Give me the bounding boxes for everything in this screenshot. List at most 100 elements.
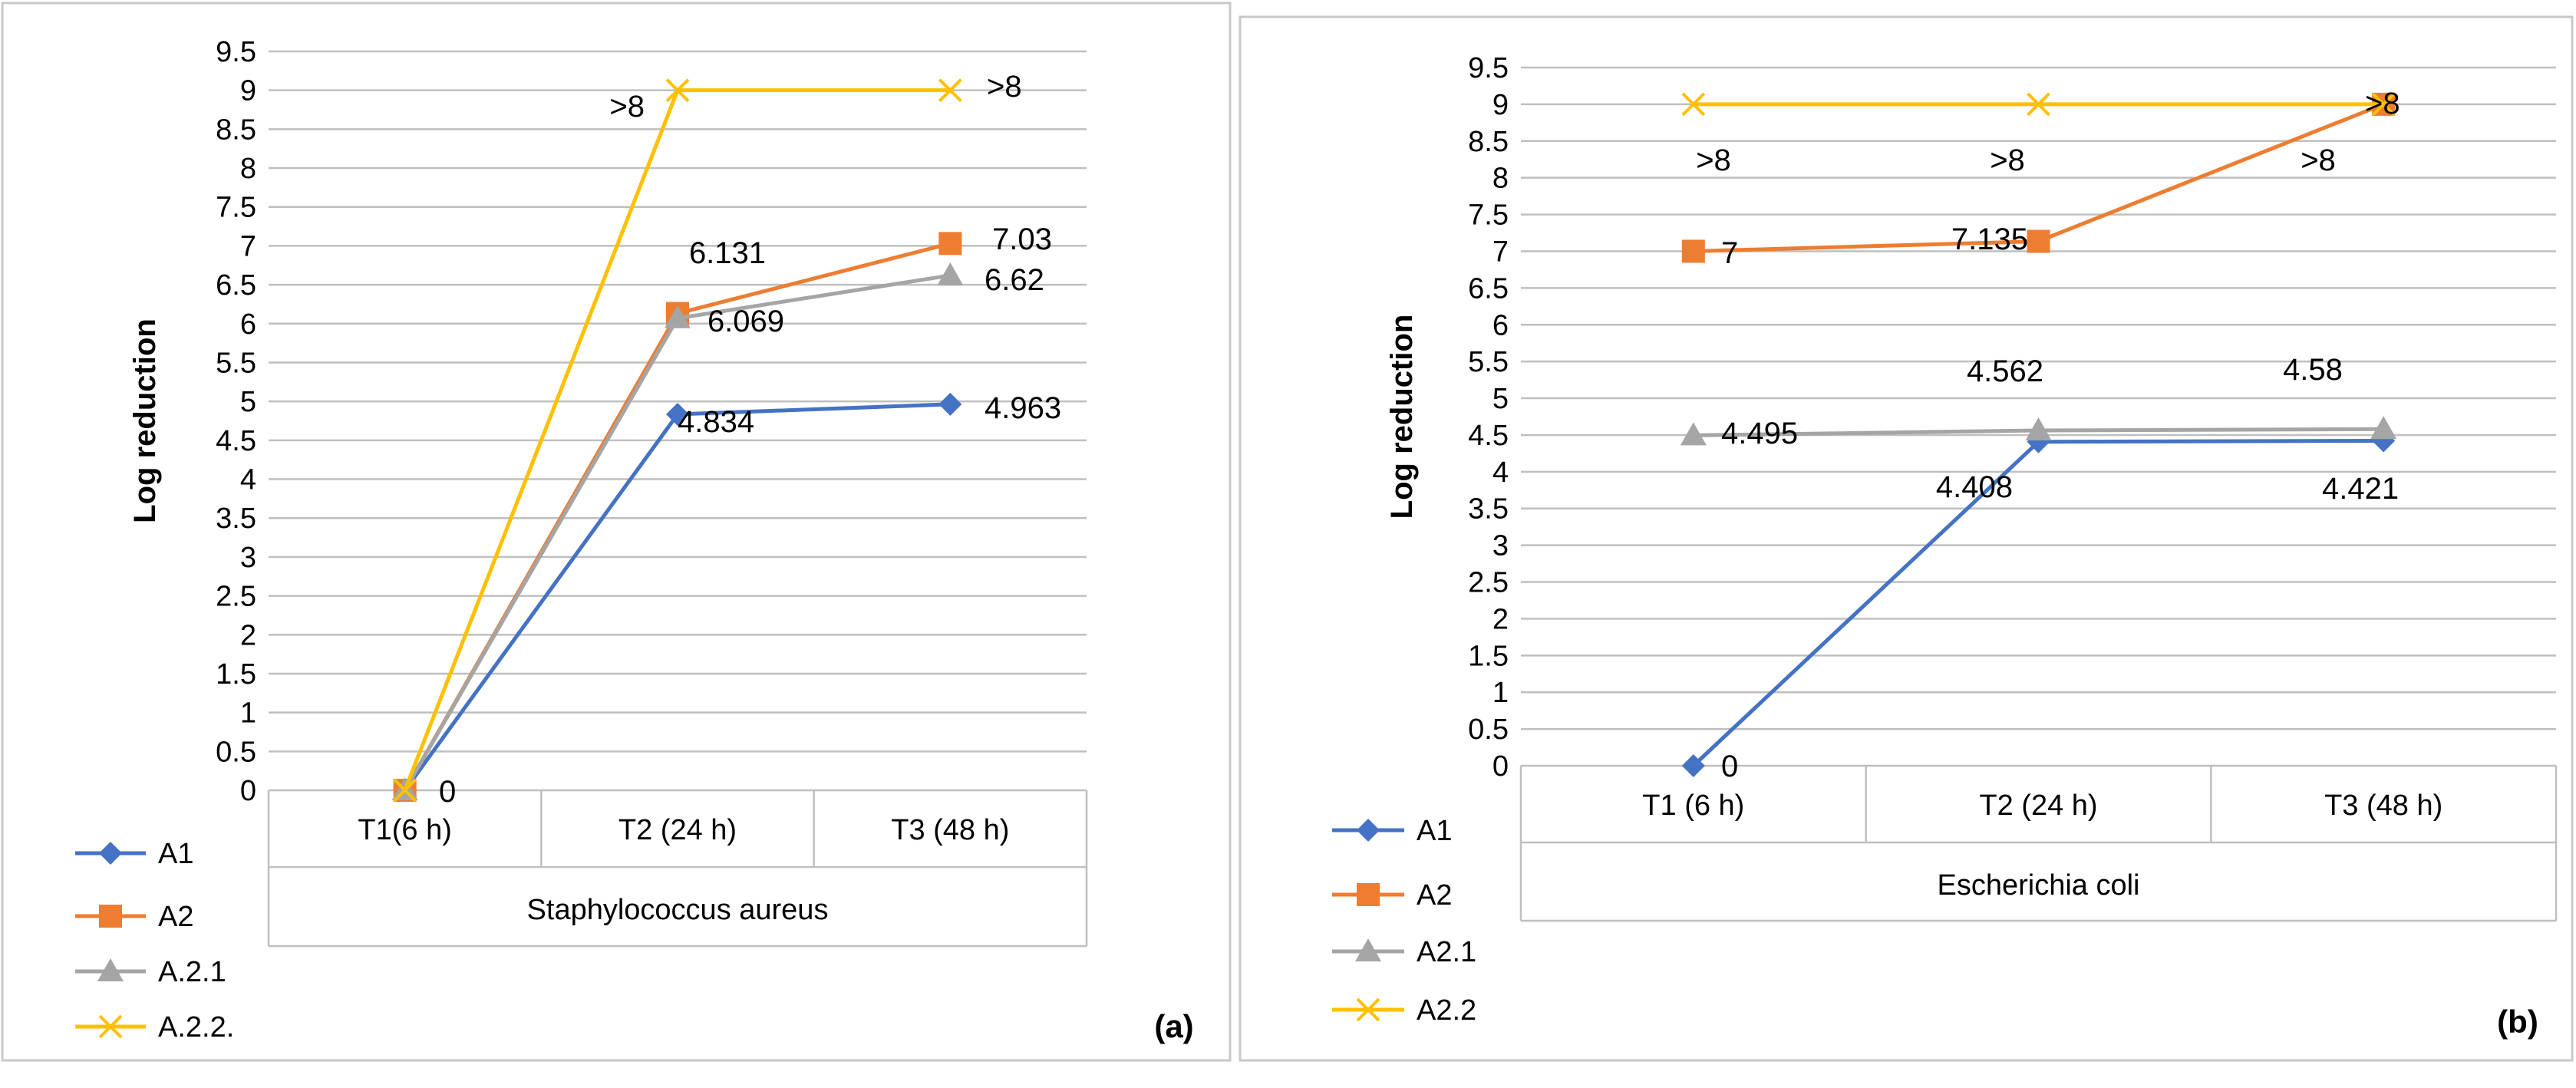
legend-label: A2.1: [1417, 936, 1476, 968]
y-tick-label: 7: [1492, 236, 1509, 268]
x-category-label: T3 (48 h): [891, 814, 1009, 846]
x-category-label: T1 (6 h): [1642, 790, 1744, 822]
data-label: >8: [987, 70, 1022, 104]
data-point-A2: [938, 232, 962, 256]
x-axis-title: Staphylococcus aureus: [527, 894, 829, 926]
chart-b: 0 0.5 1 1.5 2 2.5 3 3.5 4 4.5 5 5.5 6 6.5 7 7.5 8 8.5 9 9.5…: [1332, 52, 2558, 1040]
legend-marker-A2: [1357, 883, 1380, 906]
legend-marker-A2.2: [1356, 997, 1380, 1022]
y-tick-label: 1.5: [1468, 640, 1509, 672]
y-tick-label: 2: [240, 619, 256, 651]
y-tick-label: 6: [1492, 309, 1509, 341]
legend-marker-A.2.2.: [98, 1014, 123, 1039]
data-label: 6.131: [689, 236, 766, 270]
y-tick-label: 9: [240, 75, 256, 107]
data-label: 0: [1721, 750, 1738, 783]
panel-b-frame: [1239, 15, 2574, 1062]
y-tick-label: 2: [1492, 603, 1509, 635]
x-category-label: T2 (24 h): [1979, 790, 2097, 822]
data-label: 7.03: [992, 223, 1052, 256]
y-tick-label: 7.5: [216, 192, 256, 224]
data-point-A.2.2.: [665, 78, 690, 103]
data-label: 4.495: [1721, 417, 1798, 450]
legend-marker-A.2.1: [97, 958, 124, 981]
panel-a-frame: [1, 2, 1232, 1062]
data-point-A1: [938, 392, 962, 416]
data-point-A.2.2.: [393, 778, 417, 803]
legend-marker-A2.1: [1355, 938, 1381, 961]
y-tick-label: 8.5: [216, 114, 256, 146]
data-point-A2: [1681, 239, 1705, 263]
legend-label: A2: [158, 901, 193, 933]
data-label: >8: [2301, 143, 2336, 177]
x-category-label: T2 (24 h): [618, 814, 737, 846]
data-label: 4.421: [2322, 472, 2399, 506]
legend-label: A2.2: [1417, 994, 1476, 1027]
data-point-A.2.2.: [938, 78, 962, 103]
y-tick-label: 4: [1492, 457, 1509, 489]
data-point-A2.1: [2370, 416, 2397, 440]
x-axis-title: Escherichia coli: [1938, 869, 2140, 902]
y-tick-label: 5: [1492, 383, 1509, 415]
data-label: 6.069: [707, 305, 784, 338]
y-tick-label: 4: [240, 464, 256, 496]
data-point-A2.2: [2371, 92, 2396, 117]
y-tick-label: 2.5: [1468, 567, 1509, 599]
data-point-A2.2: [2027, 92, 2050, 117]
y-tick-label: 9: [1492, 89, 1509, 121]
data-label: 4.834: [678, 405, 754, 439]
data-label: 4.58: [2283, 353, 2343, 387]
x-category-label: T1(6 h): [358, 814, 451, 846]
legend-label: A.2.1: [158, 956, 226, 988]
legend-label: A1: [1417, 815, 1452, 847]
data-point-A2.1: [1680, 422, 1707, 446]
y-tick-label: 5.5: [1468, 346, 1509, 378]
y-tick-label: 0: [240, 775, 256, 807]
y-tick-label: 8: [240, 153, 256, 185]
data-label: >8: [1990, 143, 2025, 177]
series-line-A1: [1692, 439, 2384, 767]
y-tick-label: 3.5: [1468, 493, 1509, 526]
y-tick-label: 1: [240, 697, 256, 730]
data-label: >8: [2365, 87, 2400, 120]
y-tick-label: 3: [240, 542, 256, 574]
y-tick-label: 2.5: [216, 581, 256, 613]
y-tick-label: 5: [240, 386, 256, 418]
y-tick-label: 9.5: [216, 36, 256, 68]
data-point-A2.1: [2025, 417, 2052, 441]
legend-marker-A1: [1357, 819, 1380, 842]
legend-label: A.2.2.: [158, 1011, 234, 1043]
series-line-A1: [403, 402, 951, 792]
data-label: 7.135: [1951, 223, 2028, 256]
y-tick-label: 3: [1492, 530, 1509, 562]
y-tick-label: 0.5: [1468, 714, 1509, 746]
y-axis-title: Log reduction: [1385, 315, 1419, 519]
data-point-A2: [2027, 229, 2050, 253]
y-tick-label: 6: [240, 308, 256, 341]
data-label: 4.408: [1936, 470, 2013, 504]
data-label: 0: [439, 775, 456, 809]
y-axis-title: Log reduction: [128, 318, 162, 523]
y-tick-label: 5.5: [216, 347, 256, 379]
y-tick-label: 1.5: [216, 658, 256, 691]
y-tick-label: 6.5: [1468, 272, 1509, 305]
y-tick-label: 3.5: [216, 503, 256, 535]
x-category-label: T3 (48 h): [2324, 790, 2442, 822]
legend-label: A2: [1417, 879, 1452, 912]
data-label: >8: [1696, 143, 1731, 177]
panel-label: (b): [2497, 1004, 2538, 1040]
y-tick-label: 8: [1492, 163, 1509, 195]
data-label: 6.62: [985, 263, 1044, 297]
y-tick-label: 7.5: [1468, 199, 1509, 232]
legend-marker-A2: [99, 905, 122, 928]
data-point-A.2.1: [665, 305, 691, 328]
data-label: >8: [609, 90, 645, 124]
y-tick-label: 4.5: [216, 425, 256, 457]
y-tick-label: 1: [1492, 677, 1509, 709]
y-tick-label: 7: [240, 230, 256, 262]
data-point-A2.2: [1681, 92, 1706, 117]
legend-label: A1: [158, 838, 193, 870]
data-point-A.2.1: [937, 262, 964, 285]
y-tick-label: 0: [1492, 750, 1509, 783]
